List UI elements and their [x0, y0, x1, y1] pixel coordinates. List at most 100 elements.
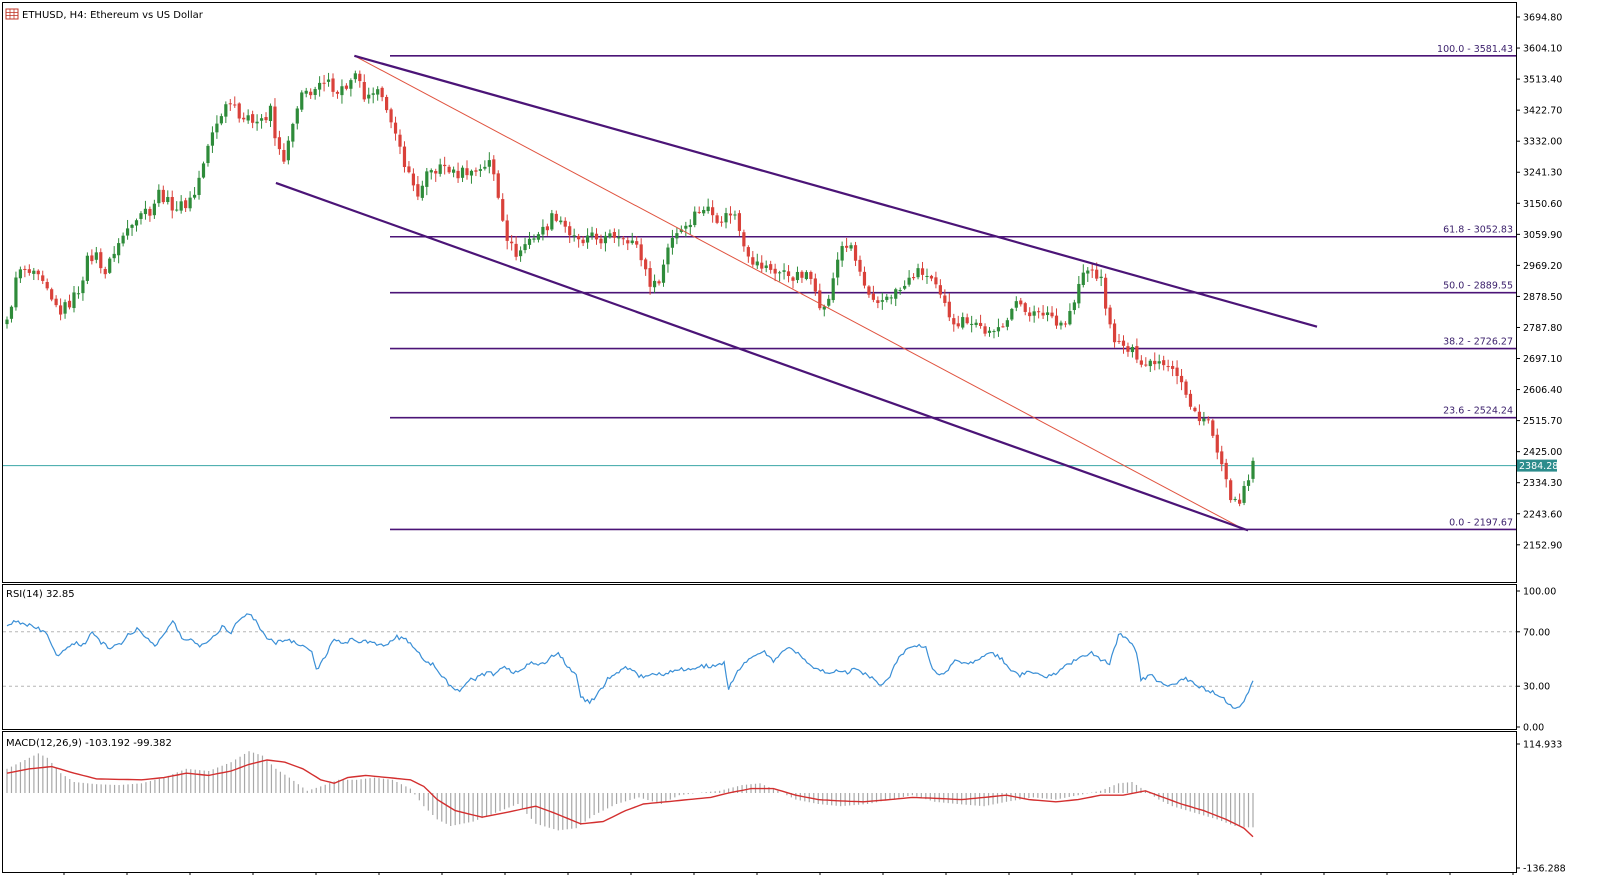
candle-body: [1005, 320, 1009, 327]
fib-level-label: 50.0 - 2889.55: [1443, 281, 1513, 292]
candle-body: [313, 89, 317, 95]
candle-body: [996, 327, 1001, 332]
candle-body: [85, 255, 89, 281]
candle-body: [1014, 301, 1018, 308]
candle-body: [639, 244, 643, 261]
candle-body: [237, 103, 241, 119]
y-tick-label: 3332.00: [1523, 137, 1562, 148]
candle-body: [885, 296, 889, 300]
y-tick-label: 3604.10: [1523, 44, 1562, 55]
candle-body: [139, 213, 143, 219]
candle-body: [264, 117, 268, 121]
candle-body: [246, 115, 250, 121]
candle-body: [603, 235, 608, 244]
candle-body: [251, 114, 255, 123]
candle-body: [1077, 283, 1081, 304]
candle-body: [840, 246, 844, 261]
candle-body: [434, 171, 438, 174]
candle-body: [9, 306, 14, 319]
candle-body: [1041, 312, 1045, 316]
candle-body: [853, 245, 858, 261]
candle-body: [300, 92, 304, 110]
candle-body: [117, 243, 121, 256]
candle-body: [1162, 360, 1166, 366]
candle-body: [389, 109, 393, 123]
candle-body: [858, 259, 862, 272]
candle-body: [398, 134, 402, 147]
candle-body: [782, 270, 786, 272]
candle-body: [688, 224, 692, 228]
candle-body: [411, 173, 416, 186]
candle-body: [737, 213, 742, 231]
candle-body: [23, 268, 27, 270]
candle-body: [867, 286, 871, 295]
candle-body: [702, 209, 706, 214]
candle-body: [898, 290, 902, 292]
candle-body: [371, 93, 375, 95]
macd-y-tick-label: -136.288: [1523, 864, 1566, 875]
candle-body: [14, 277, 18, 308]
candle-body: [18, 269, 22, 279]
candle-body: [925, 275, 929, 277]
rsi-y-tick-label: 0.00: [1523, 723, 1544, 734]
candle-body: [1211, 420, 1215, 436]
candle-body: [496, 173, 500, 198]
candle-body: [1229, 480, 1233, 501]
candle-body: [978, 322, 983, 326]
candle-body: [58, 305, 63, 315]
fib-level-label: 61.8 - 3052.83: [1443, 225, 1513, 236]
candle-body: [679, 229, 683, 232]
candle-body: [376, 89, 380, 95]
candle-body: [938, 285, 942, 295]
candle-body: [1224, 462, 1228, 480]
candle-body: [920, 268, 925, 275]
candle-body: [652, 280, 657, 288]
candle-body: [675, 233, 679, 239]
candle-body: [456, 170, 460, 179]
candle-body: [81, 280, 85, 294]
candle-body: [911, 277, 916, 279]
candle-body: [175, 209, 179, 211]
candle-body: [54, 298, 58, 306]
candle-body: [1220, 451, 1224, 465]
candle-body: [929, 275, 934, 279]
candle-body: [429, 170, 433, 173]
candle-body: [742, 232, 746, 247]
candle-body: [210, 132, 215, 146]
y-tick-label: 2606.40: [1523, 385, 1562, 396]
candle-body: [1193, 407, 1197, 412]
candle-body: [385, 96, 389, 111]
candle-body: [769, 264, 773, 270]
candle-body: [594, 233, 599, 240]
candle-body: [648, 268, 652, 287]
candle-body: [32, 270, 36, 274]
candle-body: [827, 298, 831, 306]
candle-body: [505, 220, 509, 241]
candle-body: [277, 137, 282, 150]
candle-body: [755, 261, 759, 266]
y-tick-label: 2787.80: [1523, 323, 1562, 334]
candle-body: [568, 226, 572, 236]
candle-body: [1130, 347, 1135, 353]
candle-body: [764, 265, 768, 268]
candle-body: [438, 164, 442, 174]
candle-body: [94, 252, 98, 260]
rsi-pane-frame: [2, 584, 1517, 730]
candle-body: [1037, 311, 1041, 313]
candle-body: [1139, 360, 1143, 365]
candle-body: [719, 221, 724, 223]
candle-body: [1126, 346, 1130, 352]
candle-body: [353, 73, 357, 80]
candle-body: [514, 243, 518, 257]
candle-body: [836, 259, 840, 278]
current-price-tag: [1517, 459, 1557, 472]
candle-body: [1157, 361, 1161, 364]
candle-body: [1099, 276, 1103, 279]
candle-body: [1242, 485, 1246, 503]
candle-body: [1153, 360, 1157, 365]
candle-body: [970, 323, 974, 325]
candle-body: [255, 121, 259, 124]
candle-body: [103, 269, 107, 275]
candle-body: [90, 255, 94, 262]
